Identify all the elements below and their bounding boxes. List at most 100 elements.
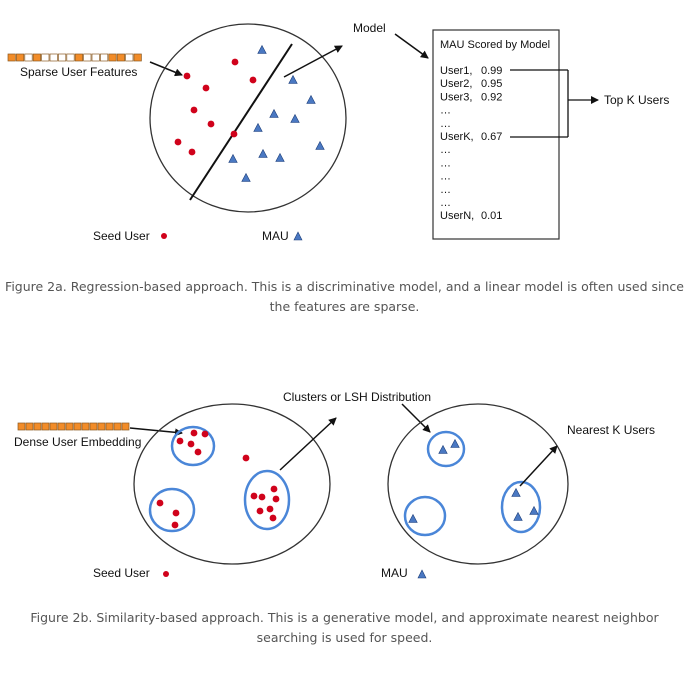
figure-2b-caption: Figure 2b. Similarity-based approach. Th… <box>0 608 689 648</box>
score-row-value: 0.95 <box>481 78 502 90</box>
mau-space-circle <box>387 403 569 565</box>
mau-user-triangle <box>450 438 460 448</box>
seed-user-dot <box>250 492 258 500</box>
seed-user-dot <box>231 58 239 66</box>
feature-cell <box>125 53 134 62</box>
feature-cell <box>7 53 16 62</box>
score-row-user: … <box>440 118 451 130</box>
mau-user-triangle <box>408 513 418 523</box>
score-row-user: UserN, <box>440 210 474 222</box>
caption-2a-line-2: the features are sparse. <box>269 299 420 314</box>
seed-user-dot <box>202 84 210 92</box>
mau-cluster-3 <box>500 480 542 534</box>
score-row-value: 0.01 <box>481 210 502 222</box>
legend-mau-triangle <box>293 231 303 241</box>
score-row-user: … <box>440 197 451 209</box>
clusters-lsh-label: Clusters or LSH Distribution <box>283 390 431 404</box>
seed-user-dot <box>230 130 238 138</box>
mau-points-b <box>408 438 539 523</box>
seed-user-dot <box>272 495 280 503</box>
feature-cell <box>41 53 50 62</box>
score-box-title: MAU Scored by Model <box>440 39 550 51</box>
clusters-arrow-in <box>279 417 337 471</box>
mau-user-triangle <box>529 505 539 515</box>
caption-2a-line-1: Figure 2a. Regression-based approach. Th… <box>5 279 684 294</box>
mau-user-triangle <box>290 113 300 123</box>
feature-cell <box>108 53 117 62</box>
embedding-cell <box>33 422 42 431</box>
embedding-cell <box>17 422 26 431</box>
seed-space-circle <box>133 403 331 565</box>
mau-user-triangle <box>306 94 316 104</box>
mau-user-triangle <box>228 153 238 163</box>
seed-points-b <box>156 429 280 529</box>
nearest-arrow <box>519 445 558 487</box>
feature-cell <box>100 53 109 62</box>
seed-user-dot <box>174 138 182 146</box>
feature-cell <box>58 53 67 62</box>
model-arrow-in <box>283 45 343 78</box>
score-row-user: UserK, <box>440 131 474 143</box>
seed-user-dot <box>176 437 184 445</box>
legend-seed-label-b: Seed User <box>93 566 150 580</box>
seed-user-dot <box>242 454 250 462</box>
legend-seed-label: Seed User <box>93 229 150 243</box>
figure-2b: Dense User Embedding Clusters or LSH Dis… <box>14 390 655 580</box>
mau-user-triangle <box>288 74 298 84</box>
embedding-cell <box>81 422 90 431</box>
seed-user-dot <box>187 440 195 448</box>
score-row-user: User1, <box>440 65 472 77</box>
dense-arrow <box>129 427 183 437</box>
mau-user-triangle <box>513 511 523 521</box>
score-row-value: 0.67 <box>481 131 502 143</box>
score-row-user: … <box>440 171 451 183</box>
embedding-cell <box>113 422 122 431</box>
seed-cluster-3 <box>243 469 291 531</box>
embedding-cell <box>89 422 98 431</box>
legend-seed-dot-b <box>163 571 169 577</box>
seed-user-dot <box>183 72 191 80</box>
nearest-k-users-label: Nearest K Users <box>567 423 655 437</box>
mau-user-triangle <box>275 152 285 162</box>
seed-user-dot <box>194 448 202 456</box>
caption-2b-line-1: Figure 2b. Similarity-based approach. Th… <box>30 610 659 625</box>
embedding-cell <box>49 422 58 431</box>
dense-embedding-vector <box>17 422 130 431</box>
mau-user-triangle <box>511 487 521 497</box>
embedding-cell <box>73 422 82 431</box>
seed-user-dot <box>269 514 277 522</box>
score-row-user: … <box>440 105 451 117</box>
legend-mau-label-b: MAU <box>381 566 408 580</box>
legend-mau-triangle-b <box>417 569 427 579</box>
feature-cell <box>83 53 92 62</box>
mau-cluster-1 <box>426 430 466 468</box>
clusters-arrow-out <box>401 403 431 433</box>
seed-points <box>174 58 257 156</box>
score-row-value: 0.99 <box>481 65 502 77</box>
mau-user-triangle <box>241 172 251 182</box>
embedding-cell <box>25 422 34 431</box>
score-row-user: User3, <box>440 91 472 103</box>
score-row-user: … <box>440 144 451 156</box>
score-row-user: … <box>440 157 451 169</box>
seed-user-dot <box>172 509 180 517</box>
figure-2a-caption: Figure 2a. Regression-based approach. Th… <box>0 277 689 317</box>
mau-cluster-2 <box>403 495 447 537</box>
legend-mau-label: MAU <box>262 229 289 243</box>
user-space-circle <box>149 23 347 213</box>
seed-user-dot <box>201 430 209 438</box>
mau-user-triangle <box>269 108 279 118</box>
feature-cell <box>24 53 33 62</box>
legend-seed-dot <box>161 233 167 239</box>
seed-user-dot <box>256 507 264 515</box>
caption-2b-line-2: searching is used for speed. <box>256 630 433 645</box>
seed-user-dot <box>249 76 257 84</box>
seed-cluster-1 <box>170 425 216 467</box>
score-row-user: … <box>440 184 451 196</box>
decision-boundary-line <box>189 43 293 201</box>
sparse-arrow <box>149 61 183 77</box>
embedding-cell <box>65 422 74 431</box>
mau-user-triangle <box>257 44 267 54</box>
embedding-cell <box>97 422 106 431</box>
